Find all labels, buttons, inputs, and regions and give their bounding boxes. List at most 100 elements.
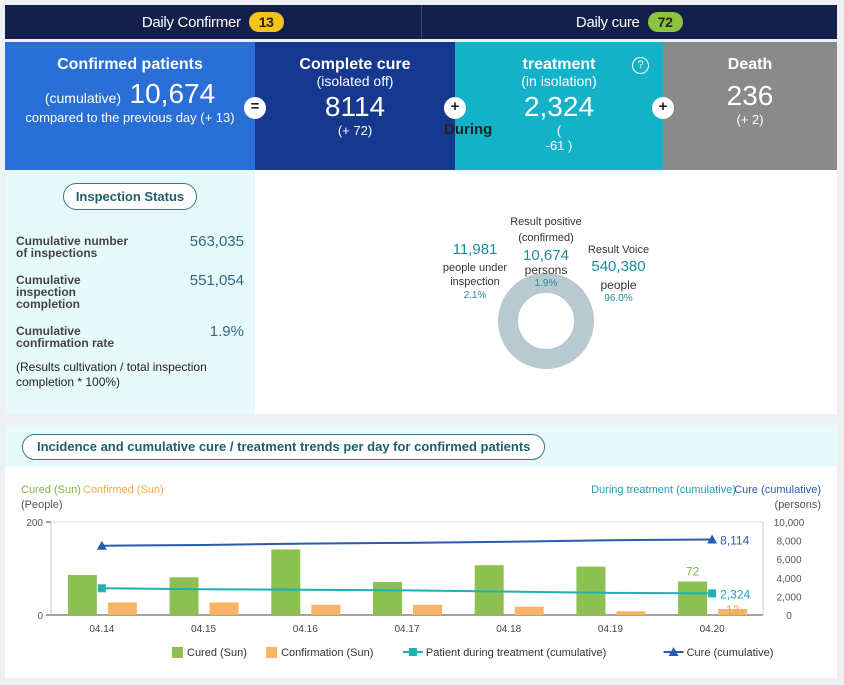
confirmed-bar: [209, 602, 239, 615]
positive-label: Result positive (confirmed) 10,674 perso…: [500, 215, 592, 291]
confirmed-bar: [107, 602, 137, 615]
treatment-sub: (in isolation): [521, 73, 597, 89]
confirmed-bar: [616, 611, 646, 615]
row-label: of inspections: [16, 246, 98, 260]
under-inspection-value: 11,981: [452, 241, 498, 258]
cured-bar: [474, 565, 504, 615]
death-title: Death: [727, 56, 773, 73]
confirmed-card: Confirmed patients (cumulative) 10,674 c…: [5, 42, 255, 170]
positive-text: persons: [524, 263, 568, 277]
left-unit: (People): [21, 499, 63, 511]
cured-bar: [576, 566, 606, 615]
row-label: Cumulative: [16, 324, 81, 338]
negative-text: people: [600, 278, 637, 292]
negative-value: 540,380: [591, 258, 646, 275]
under-inspection-text: inspection: [450, 276, 500, 288]
note-line: (Results cultivation / total inspection: [16, 360, 207, 374]
cured-bar: [67, 575, 97, 615]
row-label: Cumulative number: [16, 234, 129, 248]
legend-cure-label: Cure (cumulative): [687, 647, 774, 659]
cure-data-label: 8,114: [720, 534, 749, 548]
row-label: completion: [16, 297, 81, 311]
cure-point: [707, 534, 718, 544]
treatment-change-open: (: [556, 123, 562, 138]
under-inspection-pct: 2.1%: [463, 290, 487, 301]
inspection-total-value: 563,035: [189, 233, 244, 250]
during-label: During: [444, 121, 493, 138]
legend-confirmation-label: Confirmation (Sun): [281, 647, 373, 659]
cured-data-label: 72: [686, 565, 700, 579]
stats-row: Confirmed patients (cumulative) 10,674 c…: [5, 42, 837, 170]
legend-confirmation-swatch: [266, 647, 278, 658]
legend-cured-swatch: [172, 647, 183, 658]
x-tick-label: 04.18: [496, 624, 521, 635]
plot-area: 0 200 0 2,000 4,000 6,000 8,000 10,000 04.14 04.1…: [26, 518, 804, 659]
x-tick-label: 04.17: [394, 624, 419, 635]
inspection-panel: Inspection Status Cumulative number of in…: [5, 170, 255, 414]
cure-card: Complete cure (isolated off) 8114 (+ 72): [255, 42, 455, 170]
right-tick-label: 2,000: [776, 592, 801, 603]
positive-pct: 1.9%: [534, 278, 558, 289]
cure-sub: (isolated off): [316, 73, 394, 89]
confirmed-bar: [413, 604, 442, 615]
daily-cure-label: Daily cure: [575, 13, 640, 31]
inspection-completion-value: 551,054: [189, 272, 244, 289]
trend-title: Incidence and cumulative cure / treatmen…: [22, 434, 546, 460]
under-inspection-label: 11,981 people under inspection 2.1%: [430, 241, 520, 303]
daily-cure-badge: 72: [647, 12, 683, 32]
inspection-title: Inspection Status: [63, 183, 197, 210]
death-change: (+ 2): [736, 112, 764, 127]
trend-header: Incidence and cumulative cure / treatmen…: [5, 425, 837, 467]
cure-value: 8114: [324, 91, 386, 122]
daily-confirmer-badge: 13: [248, 12, 284, 32]
inspection-row: Cumulative confirmation rate 1.9%: [16, 323, 244, 350]
daily-confirmer-label: Daily Confirmer: [141, 13, 241, 31]
confirmed-bar: [514, 606, 544, 615]
right-legend-treatment: During treatment (cumulative): [591, 484, 736, 496]
right-tick-label: 4,000: [776, 574, 801, 585]
cured-bar: [169, 577, 199, 615]
legend-cured-label: Cured (Sun): [187, 647, 247, 659]
confirmed-title: Confirmed patients: [57, 56, 203, 73]
treatment-data-label: 2,324: [720, 587, 750, 601]
trend-chart: Cured (Sun) Confirmed (Sun) (People) Dur…: [21, 484, 821, 659]
help-icon[interactable]: ?: [632, 57, 649, 74]
inspection-donut-panel: 11,981 people under inspection 2.1% Resu…: [255, 170, 837, 414]
cure-line: [101, 538, 713, 547]
cure-point: [96, 540, 107, 550]
x-tick-label: 04.16: [293, 624, 318, 635]
daily-cure: Daily cure 72: [420, 5, 838, 39]
legend-cure-swatch-marker: [668, 647, 679, 656]
left-legend-confirmed: Confirmed (Sun): [83, 484, 164, 496]
inspection-row: Cumulative inspection completion 551,054: [16, 272, 244, 311]
left-tick-label: 200: [26, 518, 43, 529]
inspection-note: (Results cultivation / total inspection …: [16, 360, 246, 390]
note-line: completion * 100%): [16, 375, 121, 389]
treatment-point: [97, 584, 106, 593]
positive-title: (confirmed): [518, 232, 574, 244]
cure-change: (+ 72): [337, 123, 373, 138]
confirmed-bar: [718, 608, 748, 615]
right-tick-label: 8,000: [776, 537, 801, 548]
left-legend-cured: Cured (Sun): [21, 484, 81, 496]
donut-chart: [498, 273, 594, 369]
x-tick-label: 04.19: [598, 624, 623, 635]
x-tick-label: 04.14: [89, 624, 114, 635]
treatment-line: [101, 587, 713, 595]
x-tick-label: 04.20: [700, 624, 725, 635]
cumulative-label: (cumulative): [44, 90, 122, 106]
confirmed-change: compared to the previous day (+ 13): [25, 110, 235, 125]
right-tick-label: 6,000: [776, 555, 801, 566]
right-legend-cure: Cure (cumulative): [734, 484, 821, 496]
x-tick-label: 04.15: [191, 624, 216, 635]
plus-operator-1: +: [444, 97, 466, 119]
row-label: Cumulative: [16, 273, 81, 287]
death-value: 236: [726, 80, 774, 111]
inspection-row: Cumulative number of inspections 563,035: [16, 233, 244, 260]
confirmation-rate-value: 1.9%: [209, 323, 244, 340]
equals-operator: =: [244, 97, 266, 119]
positive-value: 10,674: [523, 247, 569, 264]
row-label: confirmation rate: [16, 336, 115, 350]
row-label: inspection: [16, 285, 77, 299]
death-card: Death 236 (+ 2): [663, 42, 837, 170]
